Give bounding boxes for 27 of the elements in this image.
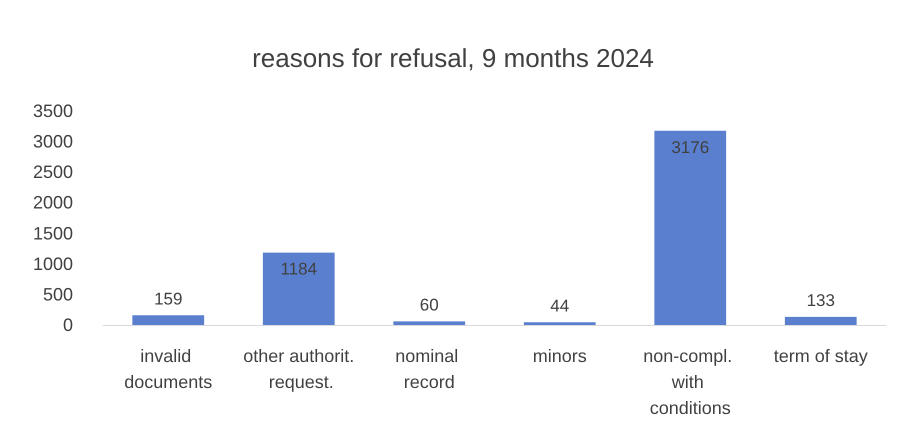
x-tick-label: non-compl. with conditions [643, 346, 738, 418]
x-tick-label: nominal record [395, 346, 464, 392]
y-tick-label: 3500 [32, 101, 73, 121]
bar [262, 252, 335, 325]
y-tick-label: 3000 [32, 132, 73, 152]
x-tick-label: other authorit. request. [243, 346, 354, 392]
bar [784, 316, 857, 325]
y-tick-label: 2000 [32, 192, 73, 213]
x-tick-label: term of stay [774, 346, 868, 366]
data-label: 60 [420, 295, 439, 314]
x-tick-label: minors [532, 346, 587, 366]
y-tick-label: 1000 [32, 254, 73, 274]
data-label: 3176 [671, 138, 710, 157]
bar [132, 315, 204, 325]
bar [654, 130, 726, 325]
data-label: 159 [154, 289, 182, 308]
y-tick-label: 2500 [32, 162, 73, 182]
x-tick-label: invalid documents [124, 346, 212, 392]
y-tick-label: 0 [62, 315, 73, 335]
data-label: 1184 [280, 260, 318, 279]
data-label: 133 [806, 290, 835, 310]
bar [524, 322, 596, 325]
data-label: 44 [550, 296, 570, 316]
bar [393, 321, 466, 325]
y-tick-label: 500 [42, 284, 73, 304]
y-tick-label: 1500 [32, 223, 73, 244]
chart-title: reasons for refusal, 9 months 2024 [252, 43, 654, 73]
